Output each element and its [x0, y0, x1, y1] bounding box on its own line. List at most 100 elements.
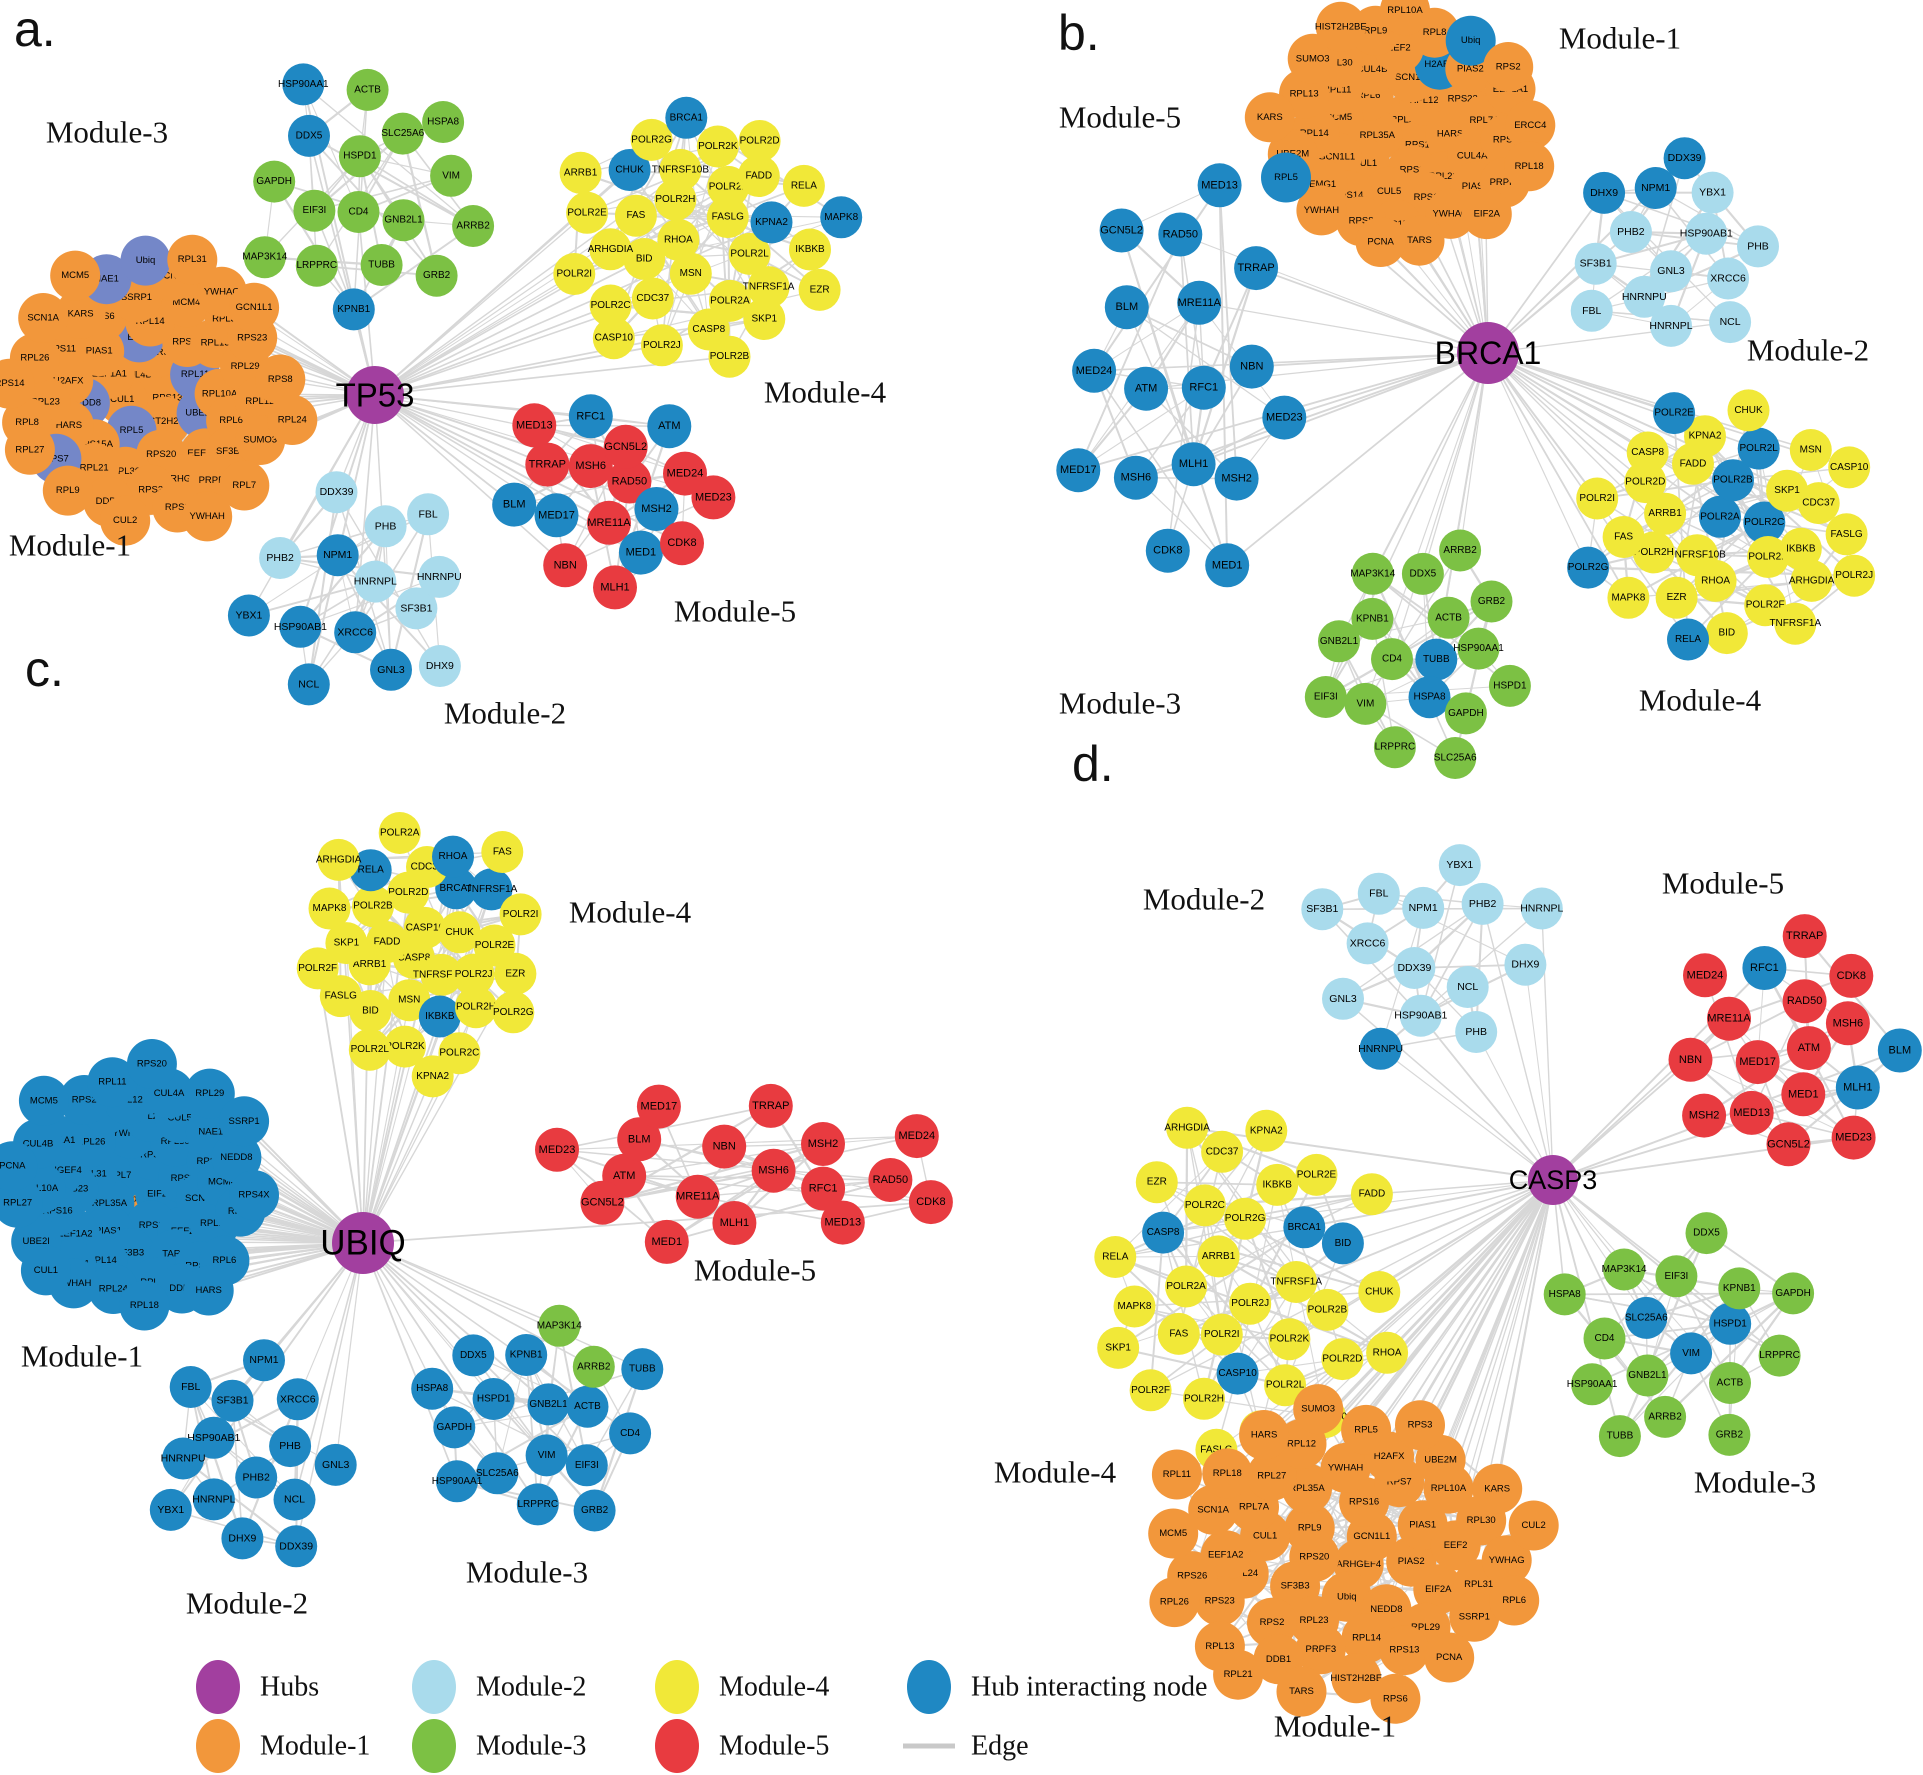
hub-edge: [1541, 908, 1554, 1181]
node-label: KARS: [1484, 1483, 1510, 1494]
node: [1644, 1395, 1687, 1438]
hub-edge: [1342, 998, 1554, 1181]
node-label: EMG1: [1309, 179, 1336, 190]
node-label: NCL: [1720, 316, 1741, 328]
node-label: MED23: [1835, 1132, 1872, 1144]
hub-edge: [1487, 352, 1589, 568]
node-label: RPL26: [76, 1137, 105, 1148]
node-label: GCN1L1: [1353, 1531, 1390, 1542]
node-label: CD4: [1594, 1333, 1614, 1344]
node-label: FADD: [374, 937, 401, 948]
node-label: HNRNPU: [1358, 1043, 1403, 1055]
node: [1295, 1153, 1338, 1196]
node-label: RPS6: [140, 1150, 165, 1161]
node-label: SF3B3: [1281, 1581, 1310, 1592]
hub: BRCA1: [1435, 322, 1542, 384]
edge: [1704, 975, 1753, 1114]
node-label: POLR2H: [1184, 1393, 1224, 1404]
hub-edge: [1552, 1179, 1647, 1319]
hub-label: TP53: [336, 377, 415, 414]
node: [1056, 448, 1101, 493]
node-label: RPL29: [195, 1088, 224, 1099]
node-label: GNB2L1: [384, 215, 423, 226]
node: [708, 335, 751, 378]
node: [332, 288, 375, 331]
node-label: TNFRSF1A: [466, 884, 518, 895]
node: [435, 867, 478, 910]
legend-label: Hub interacting node: [971, 1672, 1207, 1703]
node: [712, 1201, 757, 1245]
node-label: UBE2I: [22, 1236, 49, 1247]
node-label: MLH1: [600, 581, 629, 593]
node-label: ACTB: [1717, 1378, 1744, 1389]
node-label: HNRNPL: [354, 576, 397, 588]
edge: [1114, 1151, 1223, 1258]
node: [325, 922, 368, 965]
node: [696, 125, 739, 168]
node-label: FBL: [1369, 888, 1388, 900]
node: [1295, 1624, 1346, 1675]
node: [411, 1367, 454, 1410]
hub-edge: [1475, 1031, 1554, 1181]
node-label: EIF3I: [1664, 1271, 1688, 1282]
node-label: RPS6: [1383, 1693, 1408, 1704]
node-label: CDC37: [1206, 1146, 1239, 1157]
node-label: BID: [636, 254, 653, 265]
node-label: RELA: [358, 865, 384, 876]
node-label: POLR2G: [493, 1007, 534, 1018]
hub-edge: [335, 1242, 364, 1465]
hub-edge: [1422, 352, 1489, 575]
node-label: MSH2: [641, 503, 672, 515]
node-label: EEF1A2: [1208, 1550, 1243, 1561]
hub-edge: [1420, 1015, 1554, 1181]
node-label: MED24: [1687, 969, 1724, 981]
node: [1782, 914, 1827, 959]
node: [1655, 576, 1698, 619]
node: [798, 268, 841, 311]
node-label: RPL8: [1423, 27, 1447, 38]
edge: [1420, 864, 1461, 1016]
node: [572, 1345, 615, 1388]
node: [334, 611, 377, 654]
node: [748, 1083, 793, 1128]
node-label: H2AFX: [53, 375, 84, 386]
node: [354, 560, 397, 603]
node-label: HSPA8: [427, 117, 459, 128]
node-label: POLR2D: [1625, 477, 1665, 488]
node-label: KPNA2: [1689, 431, 1722, 442]
edge: [1167, 302, 1200, 551]
node-label: KPNB1: [1723, 1283, 1756, 1294]
node-label: ARHGDIA: [316, 854, 362, 865]
edge: [1646, 1287, 1741, 1377]
edge: [299, 525, 387, 628]
node-label: MCM5: [61, 270, 89, 281]
node: [0, 358, 35, 409]
node: [1576, 477, 1619, 520]
node-label: YWHAH: [190, 511, 226, 522]
node: [1602, 516, 1645, 558]
node-label: NBN: [554, 559, 577, 571]
node-label: EEF2: [1444, 1540, 1468, 1551]
node: [1214, 456, 1259, 501]
node-label: RPL8: [15, 417, 39, 428]
node: [1216, 1352, 1259, 1395]
node-label: RPL10A: [23, 1183, 59, 1194]
node-label: MED1: [652, 1236, 683, 1248]
node-label: GCN5L2: [581, 1197, 624, 1209]
hub-edge: [248, 394, 376, 616]
node-label: DHX9: [1511, 959, 1539, 971]
node: [525, 442, 570, 487]
node: [525, 1434, 568, 1477]
node-label: SF3B1: [400, 602, 432, 614]
node-label: NBN: [1240, 361, 1263, 373]
node: [566, 191, 609, 234]
node-label: DDB1: [96, 496, 121, 507]
node-label: POLR2I: [1579, 493, 1615, 504]
node: [609, 1412, 652, 1455]
hub-label: BRCA1: [1435, 335, 1542, 371]
node-label: POLR2I: [557, 269, 593, 280]
node: [1505, 100, 1556, 151]
node: [18, 1075, 69, 1126]
node: [149, 1488, 192, 1531]
node: [1177, 280, 1222, 325]
